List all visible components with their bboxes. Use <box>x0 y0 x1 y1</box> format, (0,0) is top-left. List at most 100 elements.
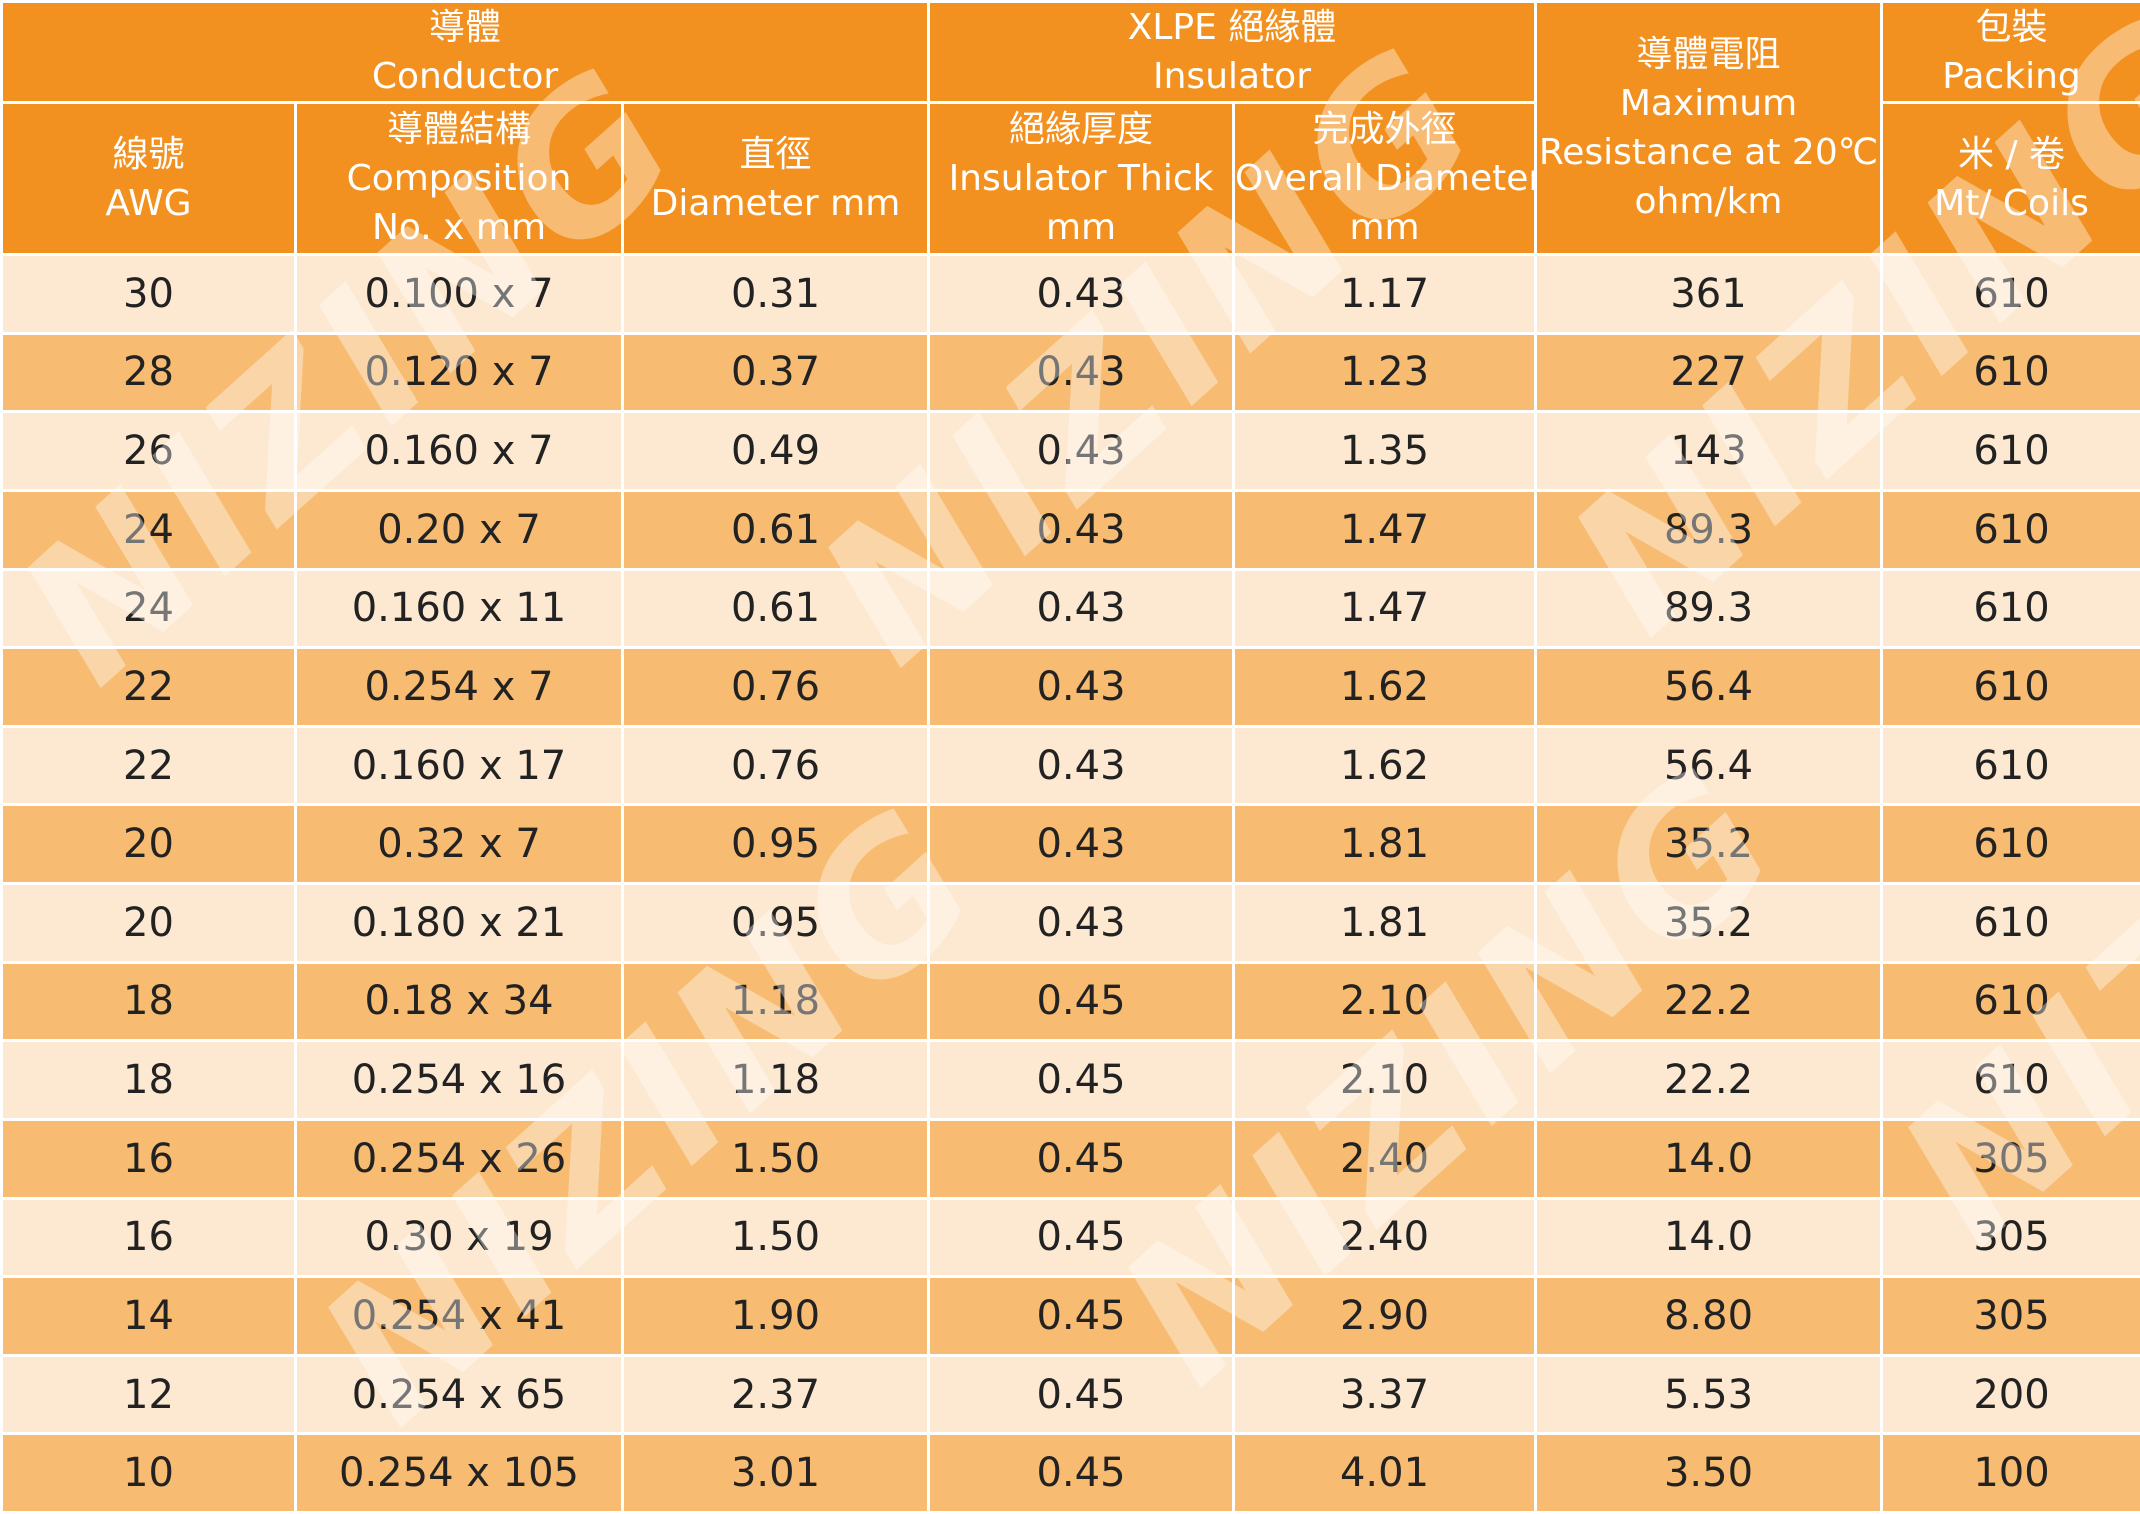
packing-cell: 305 <box>1880 1196 2140 1279</box>
resistance-cell: 8.80 <box>1534 1275 1884 1357</box>
composition-cell: 0.160 x 17 <box>294 724 624 807</box>
resistance-cell: 143 <box>1534 410 1884 492</box>
overall-diameter-cell: 2.90 <box>1232 1275 1538 1357</box>
awg-cell: 18 <box>0 960 297 1043</box>
table-row: 24 0.20 x 7 0.61 0.43 1.47 89.3 610 <box>0 488 2140 571</box>
awg-header: 線號 AWG <box>0 101 297 256</box>
diameter-cell: 0.76 <box>620 724 931 807</box>
resistance-cell: 14.0 <box>1534 1196 1884 1279</box>
table-row: 16 0.30 x 19 1.50 0.45 2.40 14.0 305 <box>0 1196 2140 1279</box>
diameter-cell: 0.61 <box>620 567 931 650</box>
overall-diameter-cell: 2.10 <box>1232 1039 1538 1121</box>
composition-cell: 0.254 x 41 <box>294 1275 624 1357</box>
overall-diameter-cell: 1.62 <box>1232 724 1538 807</box>
awg-cell: 20 <box>0 803 297 885</box>
awg-cell: 26 <box>0 410 297 492</box>
overall-diameter-header: 完成外徑 Overall Diameter mm <box>1232 101 1538 256</box>
composition-cell: 0.18 x 34 <box>294 960 624 1043</box>
packing-cell: 610 <box>1880 253 2140 335</box>
insulator-thick-header: 絕緣厚度 Insulator Thick mm <box>927 101 1236 256</box>
overall-diameter-cell: 1.35 <box>1232 410 1538 492</box>
diameter-cell: 0.76 <box>620 646 931 728</box>
insulator-group-en: Insulator <box>1153 56 1312 97</box>
overall-diameter-en: Overall Diameter <box>1235 158 1536 199</box>
diameter-cell: 3.01 <box>620 1432 931 1514</box>
composition-header: 導體結構 Composition No. x mm <box>294 101 624 256</box>
resistance-header: 導體電阻 Maximum Resistance at 20℃ ohm/km <box>1534 0 1884 256</box>
table-row: 14 0.254 x 41 1.90 0.45 2.90 8.80 305 <box>0 1275 2140 1357</box>
table-row: 18 0.18 x 34 1.18 0.45 2.10 22.2 610 <box>0 960 2140 1043</box>
awg-cell: 12 <box>0 1353 297 1436</box>
insulator-thick-cell: 0.43 <box>927 724 1236 807</box>
diameter-cell: 1.90 <box>620 1275 931 1357</box>
table-row: 24 0.160 x 11 0.61 0.43 1.47 89.3 610 <box>0 567 2140 650</box>
overall-diameter-cell: 1.23 <box>1232 331 1538 414</box>
resistance-cell: 5.53 <box>1534 1353 1884 1436</box>
table-row: 12 0.254 x 65 2.37 0.45 3.37 5.53 200 <box>0 1353 2140 1436</box>
overall-diameter-cell: 1.81 <box>1232 803 1538 885</box>
table-row: 22 0.254 x 7 0.76 0.43 1.62 56.4 610 <box>0 646 2140 728</box>
table-row: 18 0.254 x 16 1.18 0.45 2.10 22.2 610 <box>0 1039 2140 1121</box>
resistance-cell: 22.2 <box>1534 1039 1884 1121</box>
resistance-cell: 14.0 <box>1534 1117 1884 1200</box>
diameter-en: Diameter mm <box>650 182 901 224</box>
resistance-cell: 227 <box>1534 331 1884 414</box>
conductor-group-header: 導體 Conductor <box>0 0 931 104</box>
resistance-cell: 89.3 <box>1534 567 1884 650</box>
diameter-cell: 0.95 <box>620 803 931 885</box>
overall-diameter-cell: 2.10 <box>1232 960 1538 1043</box>
insulator-thick-en: Insulator Thick <box>948 158 1214 199</box>
diameter-header: 直徑 Diameter mm <box>620 101 931 256</box>
diameter-cell: 1.50 <box>620 1196 931 1279</box>
diameter-cell: 0.49 <box>620 410 931 492</box>
resistance-cell: 56.4 <box>1534 724 1884 807</box>
awg-cell: 18 <box>0 1039 297 1121</box>
insulator-thick-cell: 0.45 <box>927 1117 1236 1200</box>
awg-cell: 16 <box>0 1117 297 1200</box>
awg-en: AWG <box>105 182 192 224</box>
table-row: 28 0.120 x 7 0.37 0.43 1.23 227 610 <box>0 331 2140 414</box>
packing-cell: 200 <box>1880 1353 2140 1436</box>
table-row: 22 0.160 x 17 0.76 0.43 1.62 56.4 610 <box>0 724 2140 807</box>
composition-cell: 0.160 x 7 <box>294 410 624 492</box>
insulator-thick-cell: 0.43 <box>927 331 1236 414</box>
overall-diameter-cell: 3.37 <box>1232 1353 1538 1436</box>
table-row: 10 0.254 x 105 3.01 0.45 4.01 3.50 100 <box>0 1432 2140 1514</box>
awg-cell: 28 <box>0 331 297 414</box>
overall-diameter-cell: 1.47 <box>1232 488 1538 571</box>
awg-cell: 24 <box>0 567 297 650</box>
diameter-cell: 0.31 <box>620 253 931 335</box>
table-row: 20 0.32 x 7 0.95 0.43 1.81 35.2 610 <box>0 803 2140 885</box>
resistance-cell: 3.50 <box>1534 1432 1884 1514</box>
table-row: 30 0.100 x 7 0.31 0.43 1.17 361 610 <box>0 253 2140 335</box>
composition-cell: 0.254 x 105 <box>294 1432 624 1514</box>
resistance-en-line2: Resistance at 20℃ <box>1538 132 1879 173</box>
packing-cell: 610 <box>1880 882 2140 964</box>
insulator-thick-cell: 0.43 <box>927 646 1236 728</box>
resistance-en-line1: Maximum <box>1619 83 1798 124</box>
diameter-cell: 1.18 <box>620 960 931 1043</box>
awg-cell: 24 <box>0 488 297 571</box>
overall-diameter-cell: 4.01 <box>1232 1432 1538 1514</box>
insulator-thick-cell: 0.43 <box>927 488 1236 571</box>
diameter-cell: 0.61 <box>620 488 931 571</box>
packing-group-header: 包裝 Packing <box>1880 0 2140 104</box>
awg-zh: 線號 <box>112 133 185 175</box>
composition-cell: 0.254 x 16 <box>294 1039 624 1121</box>
table-row: 20 0.180 x 21 0.95 0.43 1.81 35.2 610 <box>0 882 2140 964</box>
packing-cell: 610 <box>1880 410 2140 492</box>
insulator-thick-cell: 0.43 <box>927 410 1236 492</box>
insulator-thick-cell: 0.43 <box>927 253 1236 335</box>
conductor-group-en: Conductor <box>371 56 559 97</box>
composition-cell: 0.20 x 7 <box>294 488 624 571</box>
composition-cell: 0.254 x 26 <box>294 1117 624 1200</box>
overall-diameter-cell: 1.81 <box>1232 882 1538 964</box>
insulator-thick-cell: 0.43 <box>927 882 1236 964</box>
insulator-thick-cell: 0.45 <box>927 1432 1236 1514</box>
awg-cell: 22 <box>0 646 297 728</box>
resistance-cell: 22.2 <box>1534 960 1884 1043</box>
composition-cell: 0.32 x 7 <box>294 803 624 885</box>
awg-cell: 30 <box>0 253 297 335</box>
diameter-cell: 2.37 <box>620 1353 931 1436</box>
